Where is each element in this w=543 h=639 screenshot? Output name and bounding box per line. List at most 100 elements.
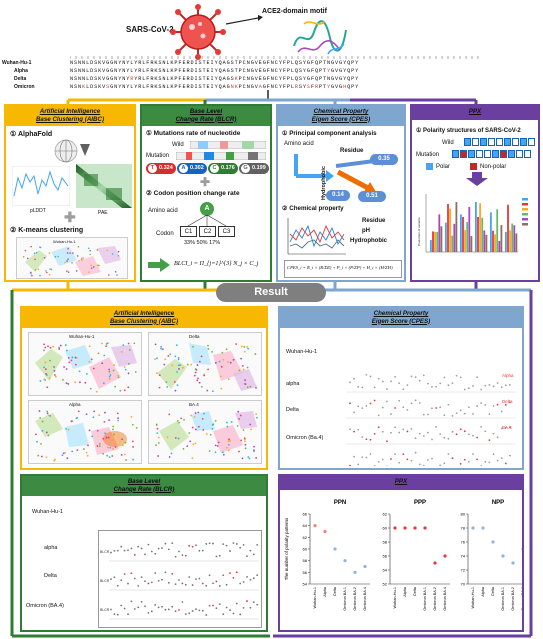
- cpes-point: [427, 459, 429, 461]
- blcr-point: [184, 613, 187, 616]
- cluster-dot: [198, 360, 201, 363]
- cluster-dot: [127, 342, 130, 345]
- cluster-dot: [157, 442, 160, 444]
- cluster-dot: [53, 369, 56, 372]
- blcr-point: [110, 578, 112, 581]
- polarity-cell: [484, 150, 491, 158]
- cpes-point: [496, 459, 499, 462]
- cpes-point: [386, 400, 388, 403]
- cluster-dot: [105, 343, 108, 345]
- cpes-point: [468, 387, 470, 390]
- cluster-dot: [177, 437, 180, 440]
- blcr-point: [242, 581, 245, 583]
- ppx-proportion-bar: [477, 216, 479, 252]
- cluster-dot: [194, 442, 197, 445]
- cluster-dot: [104, 432, 107, 435]
- kmeans-dot: [57, 255, 59, 258]
- result-cpes-tag-delta: Delta: [502, 399, 513, 404]
- blcr-point: [249, 549, 252, 552]
- cluster-dot: [168, 413, 171, 416]
- cpes-amino-label: Amino acid: [284, 141, 314, 147]
- ppx-chart-title: PPN: [334, 500, 346, 506]
- blcr-point: [218, 554, 221, 557]
- cluster-map-delta-title: Delta: [189, 334, 200, 339]
- cpes-residue-label: Residue: [340, 148, 364, 154]
- ppx-proportion-bar: [496, 209, 499, 252]
- ppx-x-tick-label: Wuhan-Hu-1: [393, 587, 397, 608]
- cpes-point: [447, 453, 450, 455]
- cpes-point: [418, 379, 421, 382]
- cluster-dot: [67, 383, 70, 385]
- cpes-point: [422, 435, 425, 437]
- cluster-dot: [200, 355, 203, 358]
- blcr-point: [184, 583, 187, 586]
- result-blcr-title-line2: Change Rate (BLCR): [113, 485, 175, 493]
- kmeans-dot: [77, 245, 80, 248]
- cpes-point: [459, 409, 462, 412]
- blcr-point: [252, 577, 255, 580]
- ppx-proportion-bar: [492, 230, 494, 252]
- cluster-dot: [102, 452, 105, 455]
- cluster-dot: [178, 368, 180, 370]
- kmeans-dot: [66, 260, 68, 262]
- cluster-dot: [88, 345, 91, 348]
- cluster-dot: [78, 370, 81, 373]
- kmeans-dot: [117, 250, 120, 253]
- result-cpes-tag-ba4: BA.4: [502, 425, 512, 430]
- cluster-dot: [209, 433, 212, 436]
- cluster-dot: [109, 374, 112, 376]
- blcr-point: [235, 602, 238, 605]
- cpes-point: [357, 463, 360, 466]
- blcr-point: [235, 543, 238, 545]
- result-blcr-panel: Base Level Change Rate (BLCR) Wuhan-Hu-1…: [20, 474, 268, 632]
- kmeans-dot: [80, 259, 83, 261]
- cluster-dot: [218, 360, 221, 363]
- blcr-point: [110, 551, 112, 554]
- ppx-proportion-bar: [447, 204, 449, 252]
- blcr-point: [252, 601, 255, 604]
- cluster-dot: [165, 381, 168, 383]
- ppx-legend-swatch: [522, 223, 528, 226]
- result-blcr-row-omicron: Omicron (BA.4): [26, 603, 64, 609]
- cpes-point: [373, 386, 376, 389]
- blcr-point: [181, 554, 184, 557]
- ppx-proportion-bar: [436, 231, 439, 252]
- cpes-point: [480, 425, 483, 428]
- virus-illustration: [170, 4, 226, 60]
- cpes-point: [496, 403, 499, 406]
- ppx-proportion-bar: [466, 222, 469, 252]
- blcr-point: [157, 547, 160, 550]
- ppx-mutation-label: Mutation: [416, 152, 440, 158]
- blcr-point: [133, 608, 136, 610]
- result-blcr-row-delta: Delta: [44, 573, 57, 579]
- cluster-dot: [95, 390, 98, 393]
- blcr-point: [116, 584, 119, 587]
- cluster-dot: [227, 378, 230, 381]
- cluster-dot: [256, 416, 258, 419]
- blcr-point: [222, 613, 225, 616]
- polarity-cell: [492, 150, 499, 158]
- cluster-dot: [102, 437, 105, 440]
- kmeans-dot: [45, 270, 47, 272]
- cpes-point: [443, 462, 446, 465]
- nucleotide-letter: G: [241, 164, 250, 173]
- ppx-proportion-bar: [455, 202, 458, 252]
- cluster-dot: [47, 434, 50, 437]
- cpes-point: [504, 384, 507, 387]
- cpes-point: [427, 413, 429, 416]
- ppx-point: [511, 561, 515, 565]
- cpes-point: [427, 382, 429, 385]
- cpes-point: [468, 406, 470, 409]
- cluster-map-delta-plot: [154, 343, 257, 393]
- cpes-point: [492, 432, 495, 435]
- cpes-point: [451, 382, 454, 385]
- cluster-dot: [186, 363, 189, 366]
- result-blcr-plot-frame: BLCR BLCR BLCR: [98, 530, 262, 628]
- blcr-point: [130, 600, 133, 603]
- blcr-point: [127, 549, 129, 552]
- ppx-y-tick-label: 54: [383, 568, 388, 573]
- blcr-point: [174, 555, 177, 558]
- result-aibc-header: Artificial Intelligence Base Clustering …: [22, 308, 266, 328]
- cpes-point: [476, 436, 478, 439]
- blcr-point: [195, 608, 197, 611]
